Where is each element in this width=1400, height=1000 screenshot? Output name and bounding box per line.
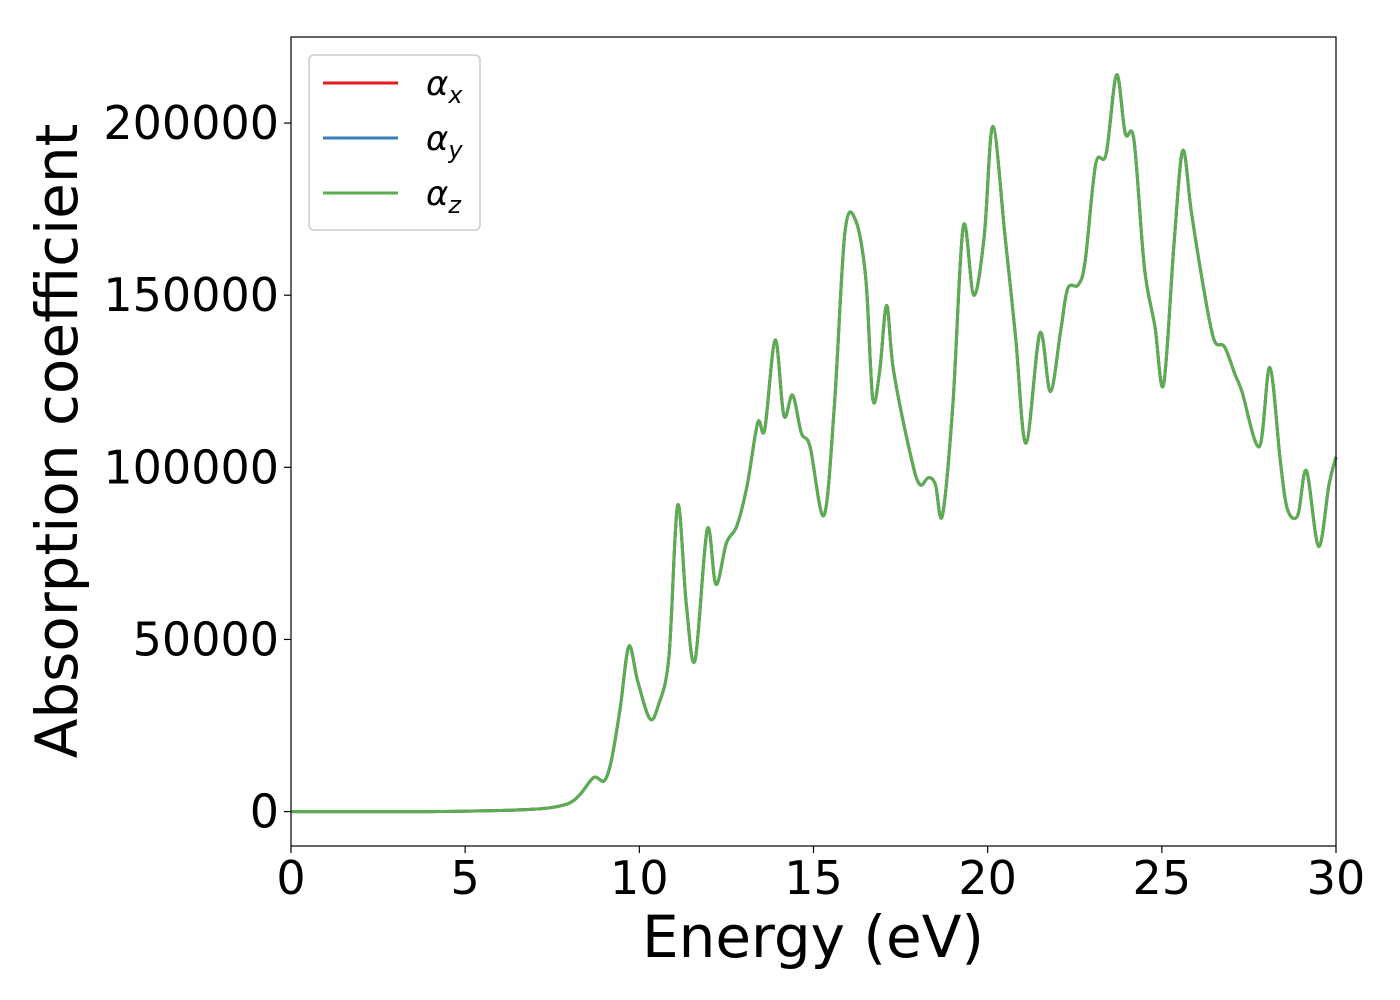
y-tick-label: 200000 xyxy=(103,96,279,150)
x-axis: 0 5 10 15 20 25 30 xyxy=(276,846,1365,905)
x-tick-label: 10 xyxy=(610,851,669,905)
y-axis-label: Absorption coefficient xyxy=(23,124,91,759)
x-tick-label: 30 xyxy=(1307,851,1366,905)
series-line-αz xyxy=(290,73,1338,814)
legend-symbol: α xyxy=(426,64,448,104)
y-tick-label: 0 xyxy=(250,785,279,839)
y-axis: 0 50000 100000 150000 200000 xyxy=(103,96,291,839)
legend-symbol: α xyxy=(426,174,448,214)
x-tick-label: 5 xyxy=(451,851,480,905)
y-tick-label: 150000 xyxy=(103,268,279,322)
x-axis-label: Energy (eV) xyxy=(642,903,984,971)
y-tick-label: 100000 xyxy=(103,440,279,494)
legend-subscript: y xyxy=(447,136,463,164)
y-tick-label: 50000 xyxy=(133,612,279,666)
legend-box xyxy=(308,54,481,231)
series-group xyxy=(290,73,1338,814)
legend-subscript: x xyxy=(447,81,463,109)
legend-subscript: z xyxy=(447,191,462,219)
legend-symbol: α xyxy=(426,119,448,159)
legend-label: αx xyxy=(426,64,463,109)
legend-label: αz xyxy=(426,174,462,219)
legend-label: αy xyxy=(426,119,463,164)
x-tick-label: 25 xyxy=(1133,851,1192,905)
x-tick-label: 20 xyxy=(958,851,1017,905)
x-tick-label: 15 xyxy=(784,851,843,905)
x-tick-label: 0 xyxy=(276,851,305,905)
